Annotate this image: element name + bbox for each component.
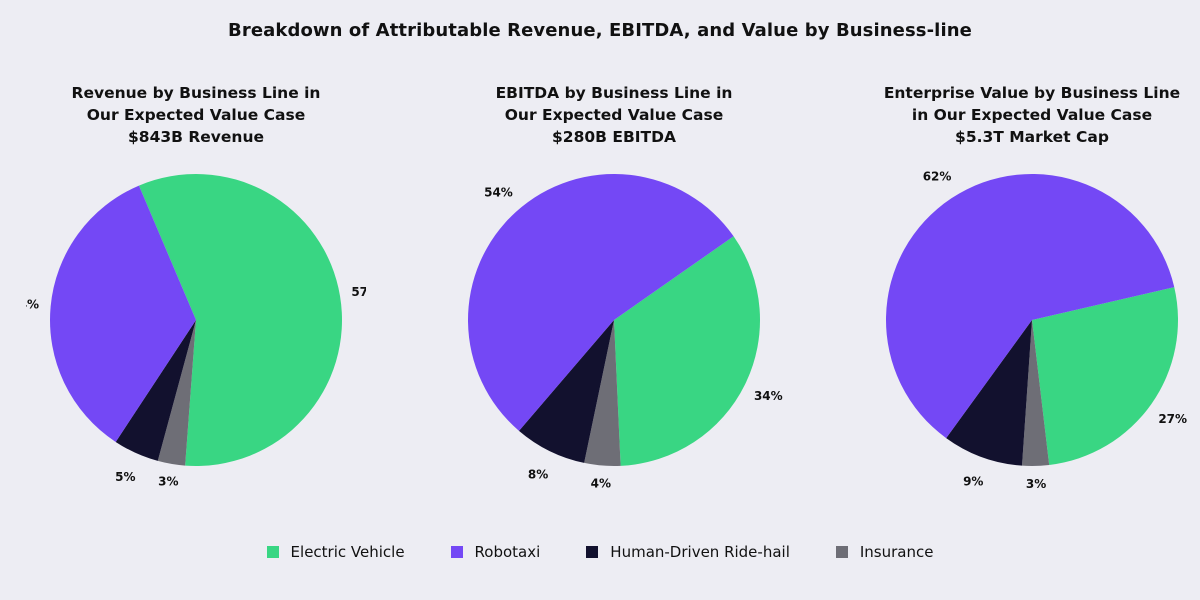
revenue-pie-title-line-3: $843B Revenue (128, 128, 264, 146)
value-slice-electric-vehicle (1032, 287, 1178, 465)
value-slice-insurance (1021, 320, 1050, 466)
revenue-pie-title-line-1: Revenue by Business Line in (71, 84, 321, 102)
value-slice-robotaxi (886, 174, 1175, 439)
ebitda-label-electric-vehicle: 34% (754, 389, 783, 403)
legend-item-robotaxi: Robotaxi (450, 543, 541, 561)
value-label-human-driven-ride-hail: 9% (963, 475, 983, 489)
ebitda-pie-title-line-1: EBITDA by Business Line in (495, 84, 733, 102)
value-label-robotaxi: 62% (923, 170, 952, 184)
value-pie-title-line-2: in Our Expected Value Case (911, 106, 1153, 124)
ebitda-slice-robotaxi (467, 174, 734, 431)
value-slice-human-driven-ride-hail (946, 320, 1032, 466)
value-label-insurance: 3% (1026, 477, 1046, 491)
ebitda-label-insurance: 4% (591, 476, 611, 490)
revenue-slice-electric-vehicle (138, 174, 342, 467)
legend-swatch-robotaxi (450, 546, 463, 558)
value-label-electric-vehicle: 27% (1158, 412, 1187, 426)
ebitda-slice-human-driven-ride-hail (518, 320, 614, 463)
legend-swatch-insurance (835, 546, 848, 558)
value-pie-chart: 27% 3% 9% 62% (886, 170, 1187, 491)
revenue-slice-robotaxi (50, 185, 197, 442)
legend-item-insurance: Insurance (835, 543, 934, 561)
legend-swatch-electric-vehicle (266, 546, 279, 558)
value-pie-title-line-1: Enterprise Value by Business Line (883, 84, 1181, 102)
ebitda-slice-insurance (584, 320, 621, 467)
revenue-pie-panel: Revenue by Business Line in Our Expected… (26, 82, 366, 502)
revenue-label-electric-vehicle: 57% (351, 285, 366, 299)
legend-label-robotaxi: Robotaxi (474, 543, 541, 561)
legend-label-human-driven-ride-hail: Human-Driven Ride-hail (610, 543, 790, 561)
ebitda-pie-panel: EBITDA by Business Line in Our Expected … (444, 82, 784, 502)
ebitda-label-human-driven-ride-hail: 8% (528, 467, 548, 481)
ebitda-label-robotaxi: 54% (484, 186, 513, 200)
revenue-pie-chart: 57% 3% 5% 34% (26, 174, 366, 489)
legend-label-electric-vehicle: Electric Vehicle (290, 543, 405, 561)
legend-label-insurance: Insurance (859, 543, 934, 561)
legend-swatch-human-driven-ride-hail (586, 546, 599, 558)
revenue-slice-human-driven-ride-hail (115, 320, 196, 461)
value-pie-title-line-3: $5.3T Market Cap (955, 128, 1109, 146)
value-pie-title: Enterprise Value by Business Line in Our… (862, 82, 1200, 148)
legend-item-electric-vehicle: Electric Vehicle (266, 543, 405, 561)
ebitda-pie-title-line-2: Our Expected Value Case (504, 106, 724, 124)
ebitda-pie-title-line-3: $280B EBITDA (552, 128, 676, 146)
revenue-pie-title: Revenue by Business Line in Our Expected… (26, 82, 366, 148)
revenue-pie-title-line-2: Our Expected Value Case (86, 106, 306, 124)
value-pie-panel: Enterprise Value by Business Line in Our… (862, 82, 1200, 502)
chart-title: Breakdown of Attributable Revenue, EBITD… (228, 20, 972, 41)
revenue-label-robotaxi: 34% (26, 297, 39, 311)
revenue-label-human-driven-ride-hail: 5% (115, 470, 135, 484)
revenue-slice-insurance (157, 320, 196, 466)
legend-item-human-driven-ride-hail: Human-Driven Ride-hail (586, 543, 790, 561)
ebitda-pie-chart: 34% 4% 8% 54% (467, 174, 783, 490)
ebitda-pie-title: EBITDA by Business Line in Our Expected … (444, 82, 784, 148)
ebitda-slice-electric-vehicle (614, 236, 760, 466)
revenue-label-insurance: 3% (158, 475, 178, 489)
legend: Electric Vehicle Robotaxi Human-Driven R… (0, 543, 1200, 561)
